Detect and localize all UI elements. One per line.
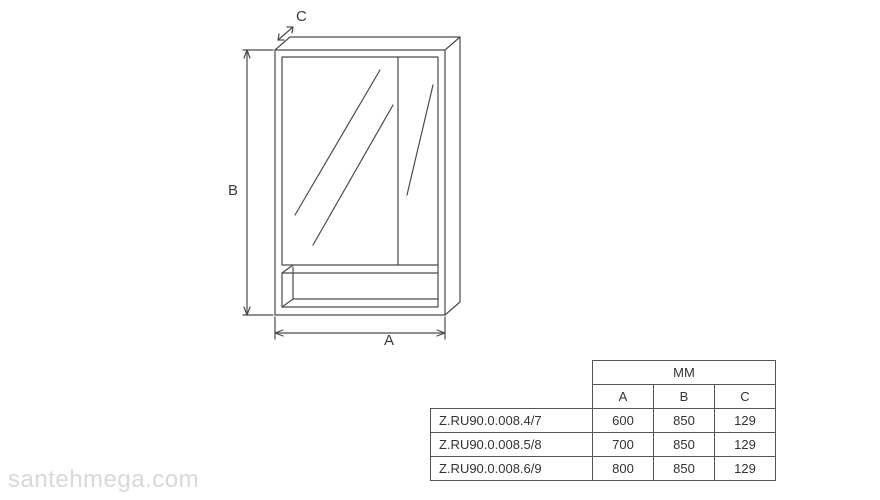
val-cell: 129: [715, 433, 776, 457]
val-cell: 700: [593, 433, 654, 457]
col-b: B: [654, 385, 715, 409]
val-cell: 850: [654, 433, 715, 457]
col-a: A: [593, 385, 654, 409]
val-cell: 850: [654, 409, 715, 433]
val-cell: 800: [593, 457, 654, 481]
dimensions-table: MM A B C Z.RU90.0.008.4/7 600 850 129 Z.…: [430, 360, 776, 481]
sku-cell: Z.RU90.0.008.4/7: [431, 409, 593, 433]
val-cell: 129: [715, 409, 776, 433]
val-cell: 129: [715, 457, 776, 481]
table-row: Z.RU90.0.008.5/8 700 850 129: [431, 433, 776, 457]
table-row: Z.RU90.0.008.4/7 600 850 129: [431, 409, 776, 433]
cabinet-diagram: [215, 5, 505, 365]
watermark-text: santehmega.com: [8, 466, 199, 494]
table-row: Z.RU90.0.008.6/9 800 850 129: [431, 457, 776, 481]
val-cell: 600: [593, 409, 654, 433]
col-c: C: [715, 385, 776, 409]
sku-cell: Z.RU90.0.008.5/8: [431, 433, 593, 457]
sku-cell: Z.RU90.0.008.6/9: [431, 457, 593, 481]
val-cell: 850: [654, 457, 715, 481]
unit-header: MM: [593, 361, 776, 385]
